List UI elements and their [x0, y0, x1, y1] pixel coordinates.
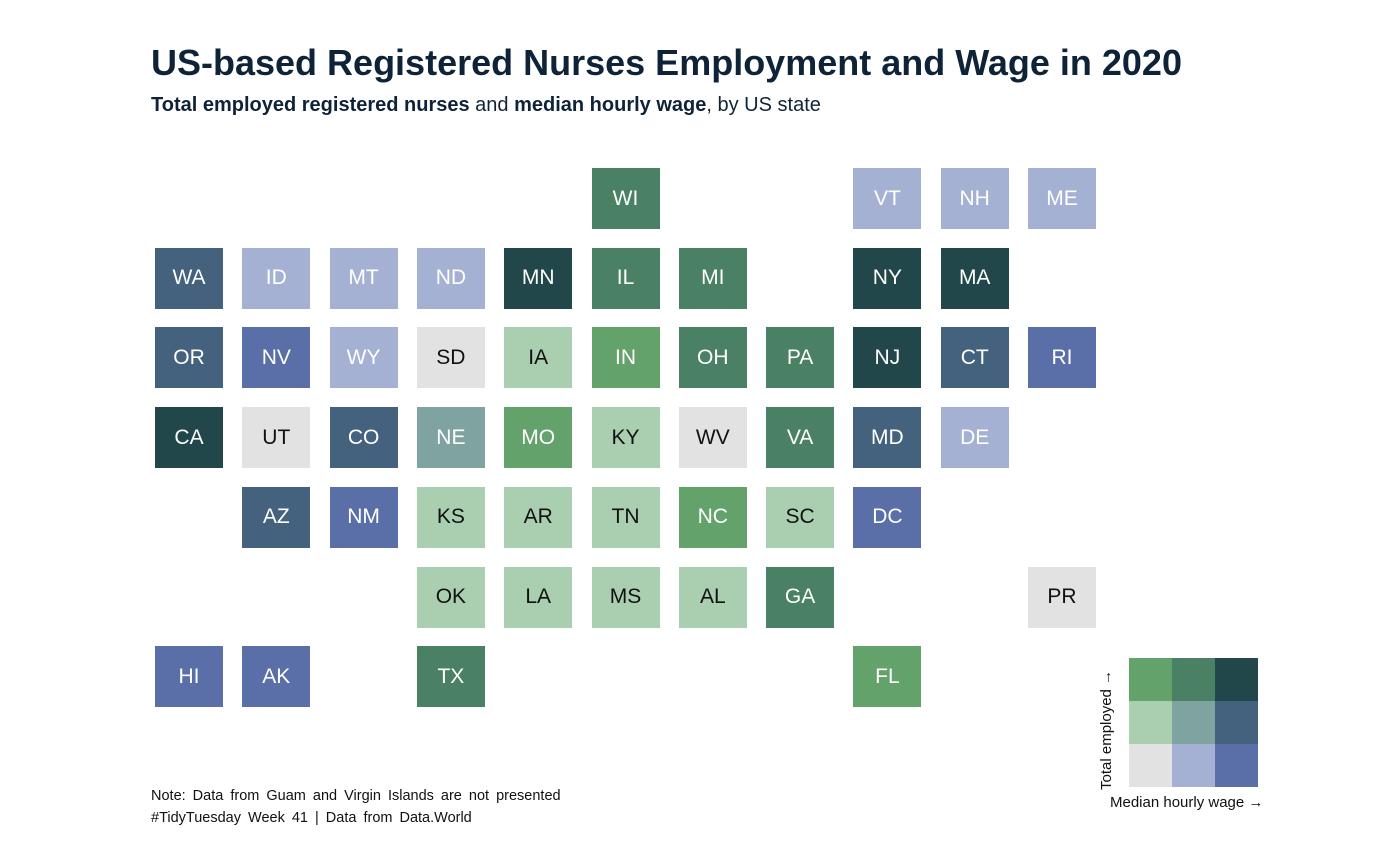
legend-cell-wage3-employed2 [1215, 701, 1258, 744]
state-tile-mi: MI [678, 247, 747, 309]
state-tile-sc: SC [766, 486, 835, 548]
state-tile-vt: VT [853, 168, 922, 229]
state-tile-ga: GA [766, 566, 835, 628]
chart-subtitle: Total employed registered nurses and med… [151, 94, 821, 116]
state-tile-ma: MA [940, 247, 1009, 309]
state-tile-ar: AR [504, 486, 573, 548]
legend-cell-wage3-employed3 [1215, 658, 1258, 701]
legend-cell-wage3-employed1 [1215, 744, 1258, 787]
state-tile-ne: NE [416, 407, 485, 469]
legend-y-label: Total employed → [1098, 669, 1115, 790]
source-credit: #TidyTuesday Week 41 | Data from Data.Wo… [151, 810, 472, 826]
state-tile-ut: UT [242, 407, 311, 469]
state-tile-ms: MS [591, 566, 660, 628]
state-tile-wa: WA [155, 247, 223, 309]
state-tile-oh: OH [678, 327, 747, 389]
state-tile-de: DE [940, 407, 1009, 469]
state-tile-tn: TN [591, 486, 660, 548]
state-tile-az: AZ [242, 486, 311, 548]
state-tile-nh: NH [940, 168, 1009, 229]
legend-cell-wage1-employed3 [1129, 658, 1172, 701]
state-tile-nm: NM [329, 486, 398, 548]
state-tile-hi: HI [155, 646, 223, 708]
state-tile-md: MD [853, 407, 922, 469]
state-tile-la: LA [504, 566, 573, 628]
legend-cell-wage1-employed1 [1129, 744, 1172, 787]
state-tile-mo: MO [504, 407, 573, 469]
state-tile-tx: TX [416, 646, 485, 708]
state-tile-nj: NJ [853, 327, 922, 389]
state-tile-pa: PA [766, 327, 835, 389]
legend-x-label: Median hourly wage → [1110, 794, 1264, 811]
state-tile-mn: MN [504, 247, 573, 309]
state-tile-in: IN [591, 327, 660, 389]
state-tile-ca: CA [155, 407, 223, 469]
state-tile-il: IL [591, 247, 660, 309]
state-tile-me: ME [1028, 168, 1096, 229]
footnote: Note: Data from Guam and Virgin Islands … [151, 788, 561, 804]
state-tile-wy: WY [329, 327, 398, 389]
state-tile-co: CO [329, 407, 398, 469]
legend-cell-wage2-employed1 [1172, 744, 1215, 787]
state-tile-va: VA [766, 407, 835, 469]
state-tile-ia: IA [504, 327, 573, 389]
state-tile-id: ID [242, 247, 311, 309]
chart-title: US-based Registered Nurses Employment an… [151, 42, 1182, 83]
state-tile-mt: MT [329, 247, 398, 309]
state-tile-ak: AK [242, 646, 311, 708]
legend-cell-wage2-employed2 [1172, 701, 1215, 744]
state-tile-or: OR [155, 327, 223, 389]
state-tile-fl: FL [853, 646, 922, 708]
state-tile-nv: NV [242, 327, 311, 389]
legend-cell-wage1-employed2 [1129, 701, 1172, 744]
state-tile-ny: NY [853, 247, 922, 309]
state-tile-wi: WI [591, 168, 660, 229]
state-tile-pr: PR [1028, 566, 1096, 628]
state-tile-ky: KY [591, 407, 660, 469]
state-tile-dc: DC [853, 486, 922, 548]
state-tile-ri: RI [1028, 327, 1096, 389]
state-tile-al: AL [678, 566, 747, 628]
state-tile-nd: ND [416, 247, 485, 309]
state-tile-wv: WV [678, 407, 747, 469]
state-tile-sd: SD [416, 327, 485, 389]
legend-cell-wage2-employed3 [1172, 658, 1215, 701]
state-tile-ok: OK [416, 566, 485, 628]
state-tile-ct: CT [940, 327, 1009, 389]
bivariate-legend [1129, 658, 1259, 788]
state-tile-nc: NC [678, 486, 747, 548]
state-tile-ks: KS [416, 486, 485, 548]
